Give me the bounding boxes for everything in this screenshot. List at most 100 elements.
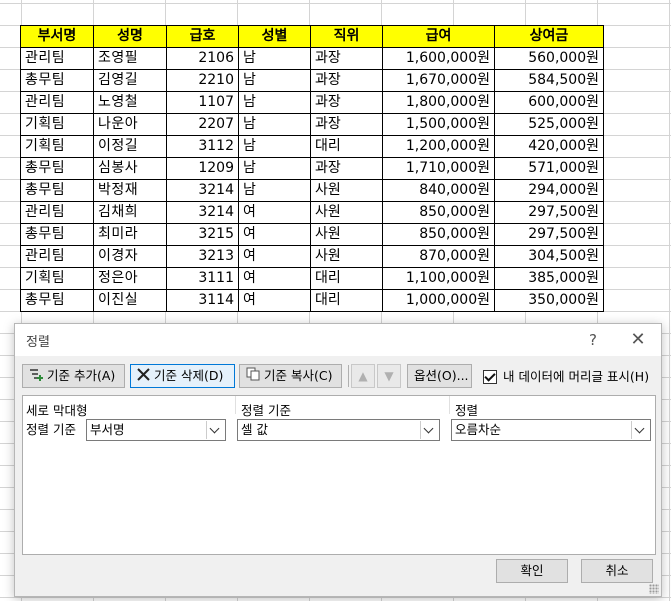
bonus-cell[interactable]: 297,500원	[494, 201, 604, 224]
name-cell[interactable]: 이정길	[93, 135, 167, 158]
resize-grip-icon[interactable]	[649, 584, 659, 594]
name-cell[interactable]: 이경자	[93, 245, 167, 268]
gender-cell[interactable]: 여	[238, 267, 311, 290]
dialog-titlebar[interactable]: 정렬 ? ✕	[15, 324, 661, 356]
bonus-cell[interactable]: 350,000원	[494, 289, 604, 312]
gender-cell[interactable]: 남	[238, 91, 311, 114]
grade-cell[interactable]: 3112	[166, 135, 239, 158]
name-cell[interactable]: 나운아	[93, 113, 167, 136]
name-cell[interactable]: 심봉사	[93, 157, 167, 180]
name-cell[interactable]: 이진실	[93, 289, 167, 312]
dept-cell[interactable]: 관리팀	[20, 201, 94, 224]
grade-cell[interactable]: 2207	[166, 113, 239, 136]
dept-cell[interactable]: 총무팀	[20, 289, 94, 312]
salary-cell[interactable]: 1,100,000원	[382, 267, 495, 290]
salary-cell[interactable]: 850,000원	[382, 223, 495, 246]
checkbox-checked-icon[interactable]	[483, 369, 497, 384]
grade-cell[interactable]: 2106	[166, 47, 239, 70]
sort-on-select[interactable]: 셀 값	[237, 419, 440, 441]
header-cell[interactable]: 성별	[238, 25, 311, 48]
header-cell[interactable]: 급여	[382, 25, 495, 48]
gender-cell[interactable]: 여	[238, 245, 311, 268]
position-cell[interactable]: 과장	[310, 113, 383, 136]
dept-cell[interactable]: 관리팀	[20, 47, 94, 70]
header-cell[interactable]: 급호	[166, 25, 239, 48]
grade-cell[interactable]: 3214	[166, 201, 239, 224]
grade-cell[interactable]: 3111	[166, 267, 239, 290]
position-cell[interactable]: 과장	[310, 157, 383, 180]
dept-cell[interactable]: 총무팀	[20, 179, 94, 202]
grade-cell[interactable]: 1209	[166, 157, 239, 180]
name-cell[interactable]: 김채희	[93, 201, 167, 224]
bonus-cell[interactable]: 584,500원	[494, 69, 604, 92]
bonus-cell[interactable]: 385,000원	[494, 267, 604, 290]
salary-cell[interactable]: 1,710,000원	[382, 157, 495, 180]
bonus-cell[interactable]: 297,500원	[494, 223, 604, 246]
has-headers-checkbox[interactable]: 내 데이터에 머리글 표시(H)	[483, 368, 649, 386]
position-cell[interactable]: 대리	[310, 267, 383, 290]
grade-cell[interactable]: 3114	[166, 289, 239, 312]
header-cell[interactable]: 직위	[310, 25, 383, 48]
chevron-down-icon[interactable]	[631, 421, 649, 439]
header-cell[interactable]: 부서명	[20, 25, 94, 48]
position-cell[interactable]: 대리	[310, 135, 383, 158]
gender-cell[interactable]: 여	[238, 289, 311, 312]
gender-cell[interactable]: 남	[238, 47, 311, 70]
dept-cell[interactable]: 총무팀	[20, 157, 94, 180]
bonus-cell[interactable]: 525,000원	[494, 113, 604, 136]
grade-cell[interactable]: 3213	[166, 245, 239, 268]
salary-cell[interactable]: 1,500,000원	[382, 113, 495, 136]
dept-cell[interactable]: 총무팀	[20, 223, 94, 246]
position-cell[interactable]: 과장	[310, 69, 383, 92]
salary-cell[interactable]: 840,000원	[382, 179, 495, 202]
salary-cell[interactable]: 1,200,000원	[382, 135, 495, 158]
dept-cell[interactable]: 기획팀	[20, 113, 94, 136]
copy-level-button[interactable]: 기준 복사(C)	[239, 364, 342, 388]
header-cell[interactable]: 상여금	[494, 25, 604, 48]
salary-cell[interactable]: 1,600,000원	[382, 47, 495, 70]
name-cell[interactable]: 정은아	[93, 267, 167, 290]
bonus-cell[interactable]: 294,000원	[494, 179, 604, 202]
grade-cell[interactable]: 3214	[166, 179, 239, 202]
position-cell[interactable]: 사원	[310, 179, 383, 202]
name-cell[interactable]: 노영철	[93, 91, 167, 114]
salary-cell[interactable]: 1,670,000원	[382, 69, 495, 92]
bonus-cell[interactable]: 420,000원	[494, 135, 604, 158]
gender-cell[interactable]: 남	[238, 135, 311, 158]
grade-cell[interactable]: 3215	[166, 223, 239, 246]
position-cell[interactable]: 사원	[310, 245, 383, 268]
delete-level-button[interactable]: 기준 삭제(D)	[130, 364, 235, 388]
gender-cell[interactable]: 남	[238, 113, 311, 136]
dept-cell[interactable]: 기획팀	[20, 135, 94, 158]
bonus-cell[interactable]: 571,000원	[494, 157, 604, 180]
salary-cell[interactable]: 850,000원	[382, 201, 495, 224]
gender-cell[interactable]: 남	[238, 157, 311, 180]
dept-cell[interactable]: 기획팀	[20, 267, 94, 290]
name-cell[interactable]: 조영필	[93, 47, 167, 70]
dept-cell[interactable]: 관리팀	[20, 91, 94, 114]
name-cell[interactable]: 박정재	[93, 179, 167, 202]
column-select[interactable]: 부서명	[86, 419, 226, 441]
bonus-cell[interactable]: 600,000원	[494, 91, 604, 114]
position-cell[interactable]: 사원	[310, 223, 383, 246]
position-cell[interactable]: 사원	[310, 201, 383, 224]
gender-cell[interactable]: 남	[238, 179, 311, 202]
add-level-button[interactable]: 기준 추가(A)	[22, 364, 125, 388]
salary-cell[interactable]: 1,000,000원	[382, 289, 495, 312]
grade-cell[interactable]: 1107	[166, 91, 239, 114]
move-down-icon[interactable]: ▼	[377, 364, 401, 388]
salary-cell[interactable]: 1,800,000원	[382, 91, 495, 114]
bonus-cell[interactable]: 560,000원	[494, 47, 604, 70]
name-cell[interactable]: 최미라	[93, 223, 167, 246]
gender-cell[interactable]: 남	[238, 69, 311, 92]
name-cell[interactable]: 김영길	[93, 69, 167, 92]
chevron-down-icon[interactable]	[420, 421, 438, 439]
close-icon[interactable]: ✕	[630, 329, 646, 350]
position-cell[interactable]: 대리	[310, 289, 383, 312]
bonus-cell[interactable]: 304,500원	[494, 245, 604, 268]
header-cell[interactable]: 성명	[93, 25, 167, 48]
order-select[interactable]: 오름차순	[451, 419, 651, 441]
options-button[interactable]: 옵션(O)...	[407, 364, 472, 388]
gender-cell[interactable]: 여	[238, 201, 311, 224]
position-cell[interactable]: 과장	[310, 47, 383, 70]
